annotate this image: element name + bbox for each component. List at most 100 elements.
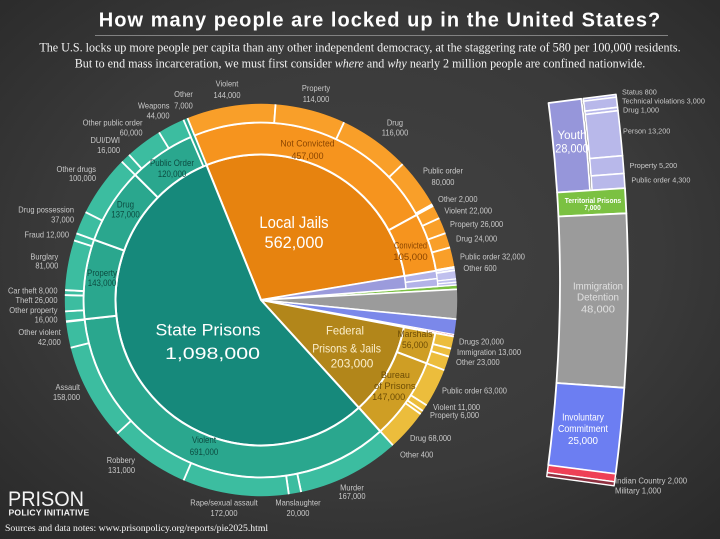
svg-text:16,000: 16,000 (35, 315, 58, 325)
svg-text:Other 2,000: Other 2,000 (438, 194, 478, 204)
svg-text:60,000: 60,000 (120, 128, 143, 138)
svg-text:Fraud 12,000: Fraud 12,000 (25, 230, 70, 240)
svg-text:Other 23,000: Other 23,000 (456, 357, 500, 367)
svg-text:Rape/sexual assault: Rape/sexual assault (190, 498, 258, 508)
svg-text:DUI/DWI: DUI/DWI (91, 135, 121, 145)
svg-text:Status 800: Status 800 (622, 87, 657, 96)
svg-text:44,000: 44,000 (147, 111, 170, 121)
svg-text:Technical violations 3,000: Technical violations 3,000 (622, 96, 705, 105)
svg-text:137,000: 137,000 (111, 210, 140, 220)
svg-text:Detention: Detention (577, 292, 619, 304)
svg-text:Other 600: Other 600 (463, 263, 497, 273)
svg-text:Violent: Violent (192, 435, 217, 445)
svg-text:Indian Country 2,000: Indian Country 2,000 (615, 476, 688, 485)
svg-text:144,000: 144,000 (214, 90, 241, 100)
svg-text:7,000: 7,000 (174, 101, 193, 111)
svg-text:80,000: 80,000 (432, 177, 455, 187)
svg-text:562,000: 562,000 (265, 234, 324, 252)
svg-text:Other drugs: Other drugs (57, 164, 97, 174)
svg-text:172,000: 172,000 (211, 508, 238, 518)
svg-text:POLICY INITIATIVE: POLICY INITIATIVE (9, 508, 90, 518)
svg-text:147,000: 147,000 (372, 392, 405, 402)
svg-text:Immigration 13,000: Immigration 13,000 (457, 347, 521, 357)
svg-text:Military 1,000: Military 1,000 (615, 487, 662, 496)
svg-text:Robbery: Robbery (107, 455, 136, 465)
svg-text:Drug 68,000: Drug 68,000 (410, 433, 451, 443)
svg-text:131,000: 131,000 (108, 465, 135, 475)
svg-text:Property 26,000: Property 26,000 (450, 219, 503, 229)
svg-text:Other violent: Other violent (18, 327, 61, 337)
svg-text:Drug 24,000: Drug 24,000 (456, 234, 497, 244)
svg-text:81,000: 81,000 (35, 261, 58, 271)
svg-text:28,000: 28,000 (555, 143, 589, 155)
svg-text:203,000: 203,000 (331, 357, 374, 371)
svg-text:691,000: 691,000 (190, 447, 219, 457)
svg-text:Drugs 20,000: Drugs 20,000 (459, 337, 504, 347)
svg-text:Violent: Violent (216, 79, 239, 89)
svg-text:Burglary: Burglary (30, 251, 59, 261)
svg-text:Sources and data notes: www.pr: Sources and data notes: www.prisonpolicy… (5, 523, 268, 534)
svg-text:Public order 32,000: Public order 32,000 (460, 251, 525, 261)
svg-text:Drug 1,000: Drug 1,000 (623, 106, 659, 115)
svg-text:Property 5,200: Property 5,200 (630, 161, 678, 170)
svg-text:Federal: Federal (326, 324, 364, 338)
svg-text:25,000: 25,000 (568, 435, 598, 447)
svg-text:56,000: 56,000 (402, 340, 428, 350)
svg-text:Person 13,200: Person 13,200 (623, 126, 670, 135)
svg-text:100,000: 100,000 (69, 173, 96, 183)
svg-text:16,000: 16,000 (97, 145, 120, 155)
svg-text:Territorial Prisons: Territorial Prisons (565, 196, 621, 205)
svg-text:105,000: 105,000 (393, 252, 427, 262)
svg-text:Manslaughter: Manslaughter (275, 498, 320, 508)
svg-text:20,000: 20,000 (287, 508, 310, 518)
svg-text:Other 400: Other 400 (400, 450, 434, 460)
svg-text:Public Order: Public Order (150, 158, 194, 168)
svg-text:42,000: 42,000 (38, 337, 61, 347)
svg-text:Other public order: Other public order (83, 118, 143, 128)
svg-text:PRISON: PRISON (8, 487, 84, 511)
svg-text:Immigration: Immigration (573, 280, 623, 292)
svg-text:Property: Property (302, 83, 331, 93)
svg-text:How many people are locked up: How many people are locked up in the Uni… (99, 10, 662, 32)
svg-text:Drug: Drug (117, 200, 134, 210)
svg-text:Weapons: Weapons (138, 101, 170, 111)
svg-text:Murder: Murder (340, 482, 364, 492)
svg-text:Marshals: Marshals (398, 329, 433, 339)
svg-text:7,000: 7,000 (584, 203, 601, 212)
svg-text:The U.S. locks up more people: The U.S. locks up more people per capita… (39, 41, 680, 55)
svg-text:Drug possession: Drug possession (18, 205, 74, 215)
svg-text:Involuntary: Involuntary (562, 412, 604, 424)
svg-text:158,000: 158,000 (53, 392, 80, 402)
svg-text:Other: Other (174, 89, 193, 99)
svg-text:Drug: Drug (387, 118, 403, 128)
svg-text:Violent 22,000: Violent 22,000 (444, 206, 492, 216)
svg-text:But to end mass incarceration,: But to end mass incarceration, we must f… (75, 57, 646, 71)
svg-text:37,000: 37,000 (51, 215, 74, 225)
svg-text:Convicted: Convicted (394, 240, 427, 250)
svg-text:Other property: Other property (9, 305, 58, 315)
svg-text:Bureau: Bureau (381, 370, 410, 380)
svg-text:Violent 11,000: Violent 11,000 (433, 402, 480, 412)
svg-text:Youth: Youth (558, 130, 587, 142)
svg-text:Assault: Assault (56, 382, 81, 392)
svg-text:114,000: 114,000 (303, 94, 330, 104)
svg-text:Public order 63,000: Public order 63,000 (442, 385, 507, 395)
svg-text:143,000: 143,000 (88, 278, 117, 288)
svg-text:Public order 4,300: Public order 4,300 (631, 176, 690, 185)
svg-text:Not Convicted: Not Convicted (280, 139, 334, 149)
svg-text:1,098,000: 1,098,000 (165, 345, 260, 363)
svg-text:116,000: 116,000 (382, 127, 409, 137)
svg-text:167,000: 167,000 (339, 491, 366, 501)
svg-text:457,000: 457,000 (292, 151, 324, 161)
svg-text:Commitment: Commitment (558, 423, 608, 435)
svg-text:48,000: 48,000 (581, 304, 615, 316)
svg-text:Car theft 8,000: Car theft 8,000 (8, 286, 58, 296)
svg-text:State Prisons: State Prisons (156, 322, 261, 340)
svg-text:Theft 26,000: Theft 26,000 (16, 295, 58, 305)
svg-text:Property: Property (87, 268, 117, 278)
svg-text:Public order: Public order (423, 165, 463, 175)
svg-text:of Prisons: of Prisons (374, 381, 416, 391)
svg-text:Prisons & Jails: Prisons & Jails (312, 341, 381, 355)
svg-text:Property 6,000: Property 6,000 (430, 410, 479, 420)
svg-text:Local Jails: Local Jails (259, 214, 328, 232)
